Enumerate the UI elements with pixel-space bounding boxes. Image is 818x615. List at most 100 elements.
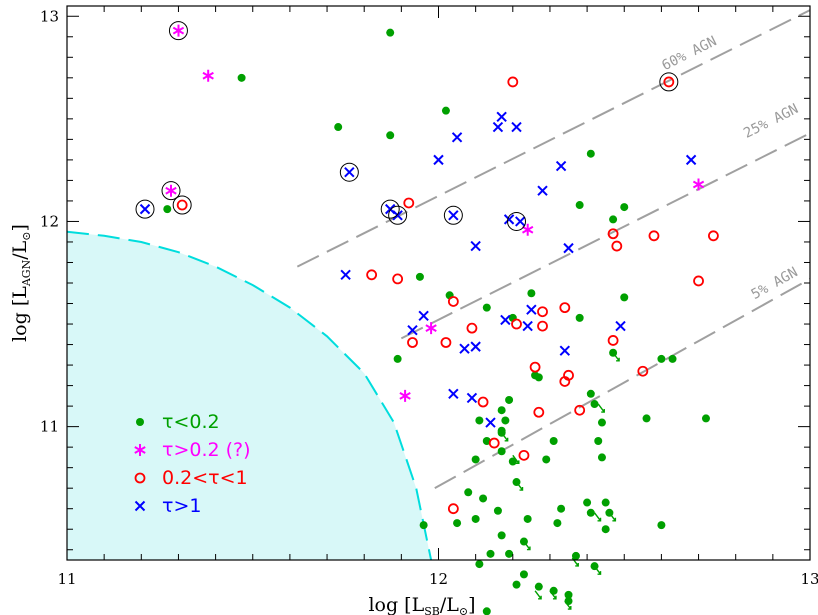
upper-limit-arrow-10 <box>501 432 509 442</box>
series-2-point-15 <box>537 320 548 332</box>
series-0-point-1 <box>386 28 395 37</box>
series-0-point-20 <box>393 354 402 363</box>
series-3-point-1 <box>492 121 504 133</box>
series-0-point-70 <box>512 580 521 589</box>
series-2-point-29 <box>447 503 459 515</box>
series-0-point-9 <box>163 205 172 214</box>
legend-label-2: 0.2<τ<1 <box>162 467 248 489</box>
series-3-point-0 <box>496 111 507 123</box>
highlight-ring-1 <box>659 72 679 92</box>
series-2-point-9 <box>392 273 404 285</box>
series-2-point-16 <box>407 337 418 348</box>
series-0-point-25 <box>501 416 510 425</box>
starburst-region-fill <box>67 231 432 560</box>
series-0-point-18 <box>668 354 677 363</box>
highlight-ring-8 <box>443 205 463 225</box>
series-0-point-61 <box>505 549 514 558</box>
series-0-point-54 <box>601 525 610 534</box>
series-1-point-1 <box>202 69 214 82</box>
series-3-point-21 <box>407 324 418 336</box>
agn-line-1 <box>400 132 810 340</box>
series-0-point-8 <box>620 203 629 212</box>
series-0-point-71 <box>482 607 491 615</box>
series-0-point-6 <box>575 201 584 210</box>
series-2-point-12 <box>559 302 571 314</box>
series-2-point-2 <box>176 199 188 211</box>
series-3-point-2 <box>511 121 522 133</box>
series-0-point-31 <box>701 414 710 423</box>
series-0-point-51 <box>471 514 480 523</box>
agn-line-label-1: 25% AGN <box>741 101 801 142</box>
series-2-point-10 <box>447 296 459 307</box>
upper-limit-arrow-9 <box>612 352 620 362</box>
series-3-point-14 <box>685 154 697 166</box>
agn-line-2 <box>434 278 810 490</box>
series-0-point-22 <box>534 373 543 382</box>
series-1-point-3 <box>522 223 534 236</box>
series-2-point-28 <box>518 449 530 461</box>
starburst-region-boundary <box>67 230 433 560</box>
series-2-point-18 <box>466 322 478 334</box>
highlight-ring-0 <box>168 21 188 41</box>
series-0-point-13 <box>482 303 491 312</box>
series-0-point-29 <box>597 418 606 427</box>
series-2-point-22 <box>637 365 649 377</box>
series-2-point-0 <box>507 76 519 88</box>
series-0-point-44 <box>479 494 488 503</box>
series-3-point-20 <box>500 314 511 326</box>
series-0-point-35 <box>497 447 506 456</box>
shaded-starburst-region <box>67 230 433 560</box>
highlight-ring-5 <box>339 162 359 182</box>
series-3-point-7 <box>139 203 151 215</box>
series-2-point-14 <box>511 318 522 330</box>
series-3-point-19 <box>522 320 533 332</box>
series-3-point-16 <box>563 242 574 254</box>
series-0-point-38 <box>597 453 606 462</box>
plot-frame: 11 12 13 11 12 13 <box>40 5 818 588</box>
series-0-point-28 <box>590 400 599 409</box>
series-0-point-41 <box>542 455 551 464</box>
series-0-point-17 <box>657 354 666 363</box>
y-tick-label-1: 12 <box>40 212 59 230</box>
series-3 <box>139 111 697 428</box>
series-3-point-9 <box>392 210 403 221</box>
upper-limit-arrow-6 <box>564 600 572 610</box>
series-0-point-68 <box>564 590 573 599</box>
series-2-point-23 <box>559 376 571 387</box>
upper-limit-arrow-1 <box>515 481 524 491</box>
series-0-point-7 <box>609 215 618 224</box>
legend-marker-1 <box>134 444 146 456</box>
series-2-point-7 <box>611 240 623 252</box>
legend-label-1: τ>0.2 (?) <box>162 439 251 461</box>
upper-limit-arrow-12 <box>593 512 602 522</box>
series-2-point-8 <box>366 269 378 281</box>
series-3-point-25 <box>559 345 571 356</box>
series-2-point-13 <box>693 275 704 287</box>
series-0-point-2 <box>334 123 343 132</box>
series-0-point-66 <box>534 582 543 591</box>
series-0-point-15 <box>575 313 584 322</box>
series-3-point-28 <box>466 392 478 404</box>
upper-limit-arrow-0 <box>608 512 617 522</box>
x-tick-label-1: 12 <box>429 570 448 588</box>
series-2-point-25 <box>533 406 545 418</box>
highlight-ring-2 <box>161 181 181 201</box>
series-3-point-13 <box>537 185 548 196</box>
series-3-point-5 <box>344 166 355 178</box>
series-1-point-0 <box>172 24 185 37</box>
series-0-point-32 <box>475 416 484 425</box>
series-0-point-53 <box>553 519 562 528</box>
series-0-point-16 <box>620 293 629 302</box>
agn-line-0 <box>296 9 810 268</box>
series-2-point-24 <box>477 396 489 408</box>
series-3-point-18 <box>526 304 537 315</box>
series-0-point-4 <box>441 106 450 115</box>
series-1-point-5 <box>425 322 437 335</box>
series-0-point-27 <box>586 389 595 398</box>
series-2-point-17 <box>440 337 452 348</box>
agn-line-label-2: 5% AGN <box>749 264 801 303</box>
series-0-point-48 <box>586 508 595 517</box>
series-0-point-10 <box>415 272 424 281</box>
highlight-rings <box>135 21 679 231</box>
series-1-point-6 <box>399 389 411 402</box>
